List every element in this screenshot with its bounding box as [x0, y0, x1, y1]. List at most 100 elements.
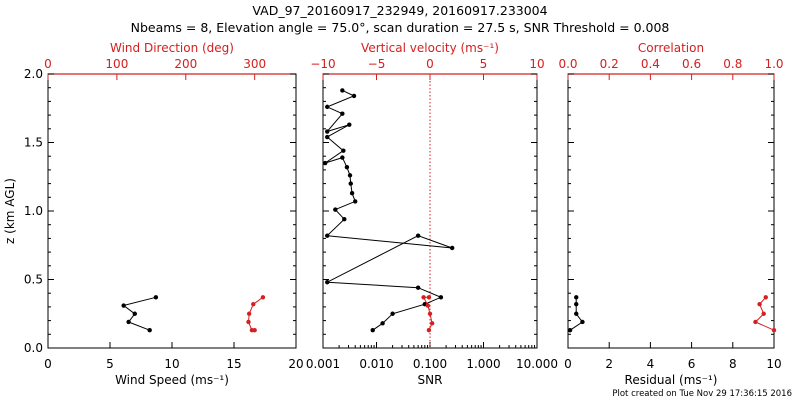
top-tick-label-residual: 1.0 — [764, 57, 783, 71]
series-line-wind-bottom — [122, 296, 157, 331]
bottom-tick-label-snr: 1.000 — [466, 357, 500, 371]
top-tick-label-residual: 0.8 — [723, 57, 742, 71]
data-point-snr-top — [426, 327, 432, 333]
data-point-wind-top — [252, 327, 257, 333]
data-point-snr-top — [426, 295, 432, 300]
y-axis-title: z (km AGL) — [3, 178, 17, 244]
data-point-wind-bottom — [121, 303, 126, 308]
data-point-snr-bottom — [347, 173, 353, 178]
top-tick-label-residual: 0.2 — [600, 57, 619, 71]
top-tick-label-snr: 10 — [529, 57, 544, 71]
data-point-snr-bottom — [341, 148, 346, 153]
bottom-tick-label-residual: 2 — [605, 357, 613, 371]
y-tick-label: 2.0 — [24, 67, 43, 81]
data-point-wind-bottom — [147, 327, 152, 333]
data-point-snr-bottom — [325, 129, 330, 134]
top-tick-label-snr: −5 — [368, 57, 386, 71]
data-point-snr-bottom — [340, 88, 345, 93]
data-point-snr-bottom — [333, 207, 338, 212]
data-point-snr-bottom — [415, 285, 421, 290]
top-tick-label-wind: 300 — [243, 57, 266, 71]
data-point-residual-top — [753, 319, 758, 325]
bottom-tick-label-snr: 0.100 — [413, 357, 447, 371]
y-tick-label: 0.0 — [24, 341, 43, 355]
data-point-snr-bottom — [438, 295, 444, 300]
data-point-snr-bottom — [325, 134, 330, 140]
data-point-snr-top — [425, 303, 431, 308]
data-point-snr-bottom — [370, 327, 375, 333]
y-tick-label: 1.0 — [24, 204, 43, 218]
bottom-tick-label-residual: 0 — [564, 357, 572, 371]
bottom-tick-label-wind: 10 — [164, 357, 179, 371]
data-point-residual-top — [757, 301, 762, 307]
data-point-residual-bottom — [567, 327, 573, 333]
bottom-tick-label-snr: 0.001 — [306, 357, 340, 371]
data-point-residual-top — [763, 295, 768, 300]
data-point-snr-bottom — [351, 93, 357, 99]
x-axis-title-top-residual: Correlation — [638, 41, 704, 55]
data-point-snr-bottom — [349, 190, 355, 196]
data-point-snr-bottom — [415, 233, 421, 238]
bottom-tick-label-snr: 0.010 — [359, 357, 393, 371]
bottom-tick-label-wind: 15 — [226, 357, 241, 371]
data-point-wind-top — [260, 295, 266, 300]
data-point-snr-bottom — [348, 181, 353, 186]
y-tick-label: 1.5 — [24, 136, 43, 150]
data-point-wind-bottom — [132, 311, 137, 316]
title-line-2: Nbeams = 8, Elevation angle = 75.0°, sca… — [131, 20, 670, 35]
data-point-snr-bottom — [325, 280, 330, 285]
bottom-tick-label-residual: 4 — [647, 357, 655, 371]
data-point-wind-top — [246, 319, 251, 325]
data-point-residual-bottom — [574, 301, 579, 307]
data-point-snr-bottom — [342, 217, 347, 222]
data-point-residual-bottom — [574, 295, 579, 300]
data-point-snr-bottom — [323, 160, 328, 166]
data-point-snr-bottom — [344, 164, 350, 170]
data-point-residual-top — [771, 327, 777, 333]
data-point-wind-bottom — [126, 319, 131, 325]
title-line-1: VAD_97_20160917_232949, 20160917.233004 — [252, 3, 547, 18]
data-point-snr-bottom — [325, 104, 330, 110]
top-tick-label-wind: 200 — [174, 57, 197, 71]
plot-frame-wind — [47, 73, 297, 349]
data-point-snr-top — [427, 311, 433, 316]
data-point-residual-top — [761, 311, 766, 316]
x-axis-title-bottom-snr: SNR — [418, 373, 443, 387]
plot-frame-residual — [567, 73, 775, 349]
data-point-snr-bottom — [450, 245, 455, 251]
footer-timestamp: Plot created on Tue Nov 29 17:36:15 2016 — [612, 389, 792, 399]
data-point-wind-bottom — [153, 295, 159, 300]
data-point-residual-bottom — [580, 319, 585, 325]
y-tick-label: 0.5 — [24, 273, 43, 287]
bottom-tick-label-residual: 8 — [729, 357, 737, 371]
data-point-snr-top — [429, 321, 435, 326]
data-point-wind-top — [246, 311, 252, 316]
top-tick-label-wind: 100 — [105, 57, 128, 71]
bottom-tick-label-wind: 0 — [44, 357, 52, 371]
data-point-snr-bottom — [340, 111, 345, 116]
bottom-tick-label-residual: 6 — [688, 357, 696, 371]
data-point-wind-top — [251, 301, 256, 307]
data-point-residual-bottom — [574, 311, 579, 316]
x-axis-title-bottom-wind: Wind Speed (ms⁻¹) — [115, 373, 229, 387]
data-point-snr-bottom — [340, 155, 345, 160]
x-axis-title-top-snr: Vertical velocity (ms⁻¹) — [361, 41, 499, 55]
x-axis-title-bottom-residual: Residual (ms⁻¹) — [625, 373, 718, 387]
top-tick-label-residual: 0.4 — [641, 57, 660, 71]
bottom-tick-label-wind: 5 — [106, 357, 114, 371]
bottom-tick-label-snr: 10.000 — [516, 357, 558, 371]
data-point-snr-top — [421, 295, 426, 300]
data-point-snr-bottom — [347, 122, 352, 127]
series-line-snr-bottom — [324, 89, 453, 331]
bottom-tick-label-residual: 10 — [766, 357, 781, 371]
data-point-snr-bottom — [353, 199, 358, 204]
top-tick-label-residual: 0.6 — [682, 57, 701, 71]
top-tick-label-residual: 0.0 — [558, 57, 577, 71]
bottom-tick-label-wind: 20 — [288, 357, 303, 371]
x-axis-title-top-wind: Wind Direction (deg) — [110, 41, 234, 55]
data-point-snr-bottom — [380, 321, 385, 326]
top-tick-label-snr: −10 — [310, 57, 335, 71]
top-tick-label-snr: 5 — [480, 57, 488, 71]
